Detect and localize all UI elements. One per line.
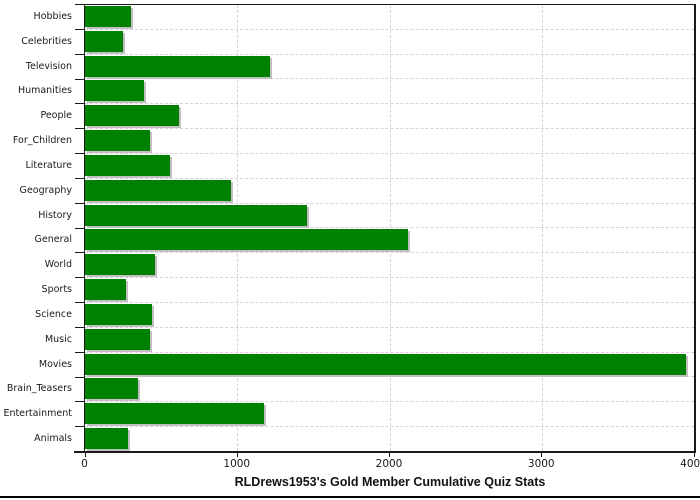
category-label-sports: Sports [41, 284, 72, 296]
y-axis-tick [75, 352, 84, 353]
bar-humanities [85, 80, 144, 102]
bar-science [85, 303, 152, 325]
category-label-people: People [40, 110, 72, 122]
y-axis-tick [75, 252, 84, 253]
vertical-gridline [389, 5, 391, 451]
bar-general [85, 229, 408, 251]
category-label-history: History [38, 209, 72, 221]
x-axis-tick [389, 453, 390, 457]
category-label-hobbies: Hobbies [33, 10, 72, 22]
bar-hobbies [85, 6, 132, 27]
bar-brain_teasers [85, 378, 139, 400]
bar-for_children [85, 130, 151, 152]
plot-area [84, 4, 696, 451]
category-label-literature: Literature [25, 159, 72, 171]
bar-entertainment [85, 403, 264, 425]
category-label-geography: Geography [19, 184, 72, 196]
x-axis-tick-label: 3000 [527, 458, 555, 470]
y-axis-tick [75, 451, 84, 452]
x-axis-tick-label: 2000 [375, 458, 403, 470]
y-axis-tick [75, 228, 84, 229]
bar-celebrities [85, 30, 124, 52]
category-label-science: Science [35, 308, 72, 320]
x-axis-tick [693, 453, 695, 457]
y-axis-tick [75, 79, 84, 80]
category-row [85, 427, 694, 451]
bar-music [85, 328, 150, 350]
bar-animals [85, 428, 128, 450]
category-label-animals: Animals [34, 432, 72, 444]
y-axis-tick [75, 377, 84, 378]
category-label-world: World [44, 259, 72, 271]
x-axis-tick [541, 453, 543, 457]
x-axis-line [74, 451, 696, 453]
category-label-movies: Movies [38, 358, 72, 370]
y-axis-tick [75, 277, 84, 278]
category-row [85, 228, 694, 254]
category-label-television: Television [25, 60, 72, 72]
bar-history [85, 204, 308, 226]
y-axis-tick [75, 153, 84, 154]
category-label-for_children: For_Children [12, 135, 72, 147]
bar-movies [85, 353, 686, 375]
category-label-brain_teasers: Brain_Teasers [6, 383, 72, 395]
bar-television [85, 55, 270, 77]
y-axis-tick [75, 103, 84, 104]
y-axis-category-labels: Hobbies Celebrities Television Humanities Pe… [0, 4, 74, 451]
y-axis-tick [75, 426, 84, 427]
category-label-music: Music [44, 333, 72, 345]
chart-title: RLDrews1953's Gold Member Cumulative Qui… [234, 475, 546, 489]
bar-geography [85, 179, 232, 201]
bottom-border-line [0, 496, 700, 498]
vertical-gridline [541, 5, 543, 451]
category-label-general: General [34, 234, 72, 246]
category-label-humanities: Humanities [17, 85, 72, 97]
x-axis-tick-label: 0 [81, 458, 88, 470]
bar-literature [85, 154, 171, 176]
vertical-gridline [237, 5, 239, 451]
category-row [85, 353, 694, 378]
y-axis-tick [75, 327, 84, 328]
y-axis-tick [75, 29, 84, 30]
y-axis-tick [75, 401, 84, 402]
category-label-entertainment: Entertainment [3, 408, 72, 420]
y-axis-tick [75, 203, 84, 204]
y-axis-tick [75, 128, 84, 129]
y-axis-tick [75, 302, 84, 303]
x-axis-tick-label: 1000 [223, 458, 251, 470]
bar-sports [85, 279, 127, 301]
bar-world [85, 254, 156, 276]
category-label-celebrities: Celebrities [21, 35, 72, 47]
bar-people [85, 105, 180, 127]
x-axis-tick [84, 453, 86, 457]
x-axis-tick [236, 453, 238, 457]
y-axis-tick [75, 178, 84, 179]
x-axis-tick-label: 4000 [680, 458, 700, 470]
y-axis-tick [75, 54, 84, 55]
y-axis-tick [75, 4, 84, 5]
